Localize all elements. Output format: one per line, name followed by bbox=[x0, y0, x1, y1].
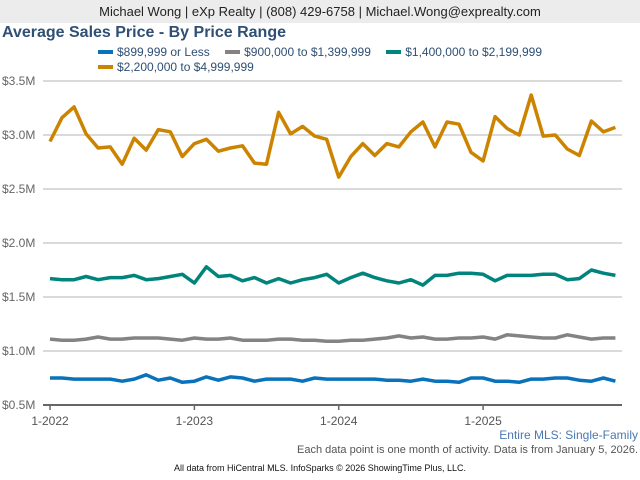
credit: All data from HiCentral MLS. InfoSparks … bbox=[174, 463, 466, 473]
y-tick-label: $0.5M bbox=[2, 398, 35, 412]
legend-label: $1,400,000 to $2,199,999 bbox=[405, 45, 543, 59]
legend-item[interactable]: $2,200,000 to $4,999,999 bbox=[98, 60, 254, 75]
y-tick-label: $1.0M bbox=[2, 344, 35, 358]
legend: $899,999 or Less $900,000 to $1,399,999 … bbox=[98, 45, 618, 75]
series-line bbox=[50, 373, 616, 385]
legend-item[interactable]: $900,000 to $1,399,999 bbox=[225, 45, 371, 60]
y-tick-label: $3.0M bbox=[2, 128, 35, 142]
contact-bar: Michael Wong | eXp Realty | (808) 429-67… bbox=[0, 0, 640, 23]
segment-label[interactable]: Entire MLS: Single-Family bbox=[499, 428, 638, 442]
legend-swatch bbox=[386, 49, 402, 54]
series-line bbox=[49, 265, 616, 287]
legend-label: $2,200,000 to $4,999,999 bbox=[117, 60, 254, 74]
legend-label: $899,999 or Less bbox=[117, 45, 210, 59]
y-tick-label: $2.5M bbox=[2, 182, 35, 196]
y-tick-label: $2.0M bbox=[2, 236, 35, 250]
series-line bbox=[49, 333, 616, 344]
legend-item[interactable]: $899,999 or Less bbox=[98, 45, 210, 60]
chart-title: Average Sales Price - By Price Range bbox=[2, 24, 286, 41]
series-line bbox=[48, 93, 617, 179]
legend-swatch bbox=[98, 49, 113, 54]
data-note: Each data point is one month of activity… bbox=[297, 444, 638, 456]
legend-item[interactable]: $1,400,000 to $2,199,999 bbox=[386, 45, 542, 60]
y-tick-label: $3.5M bbox=[2, 74, 35, 88]
y-tick-label: $1.5M bbox=[2, 290, 35, 304]
legend-swatch bbox=[225, 49, 241, 54]
legend-swatch bbox=[98, 64, 113, 69]
x-tick-label: 1-2025 bbox=[464, 414, 502, 428]
x-tick-label: 1-2024 bbox=[320, 414, 358, 428]
x-tick-label: 1-2022 bbox=[31, 414, 69, 428]
legend-label: $900,000 to $1,399,999 bbox=[244, 45, 371, 59]
x-tick-label: 1-2023 bbox=[176, 414, 214, 428]
